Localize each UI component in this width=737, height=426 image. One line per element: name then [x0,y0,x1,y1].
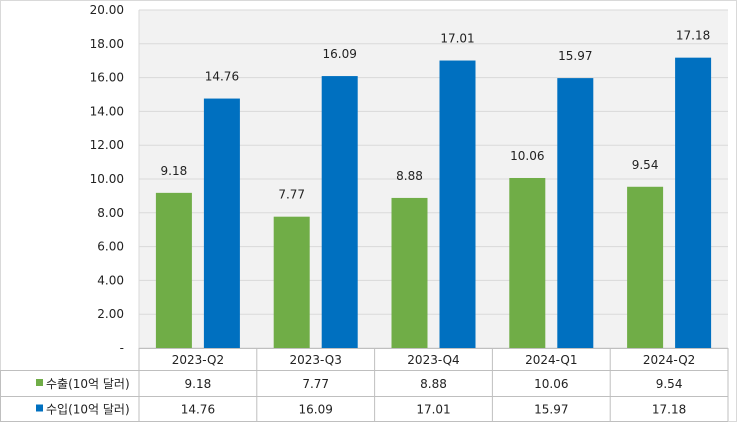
table-cell-value: 10.06 [534,377,568,391]
table-cell-value: 9.18 [185,377,212,391]
data-label: 16.09 [323,47,357,61]
y-tick-label: 10.00 [90,172,124,186]
bars [155,57,712,349]
category-label: 2023-Q4 [407,353,459,367]
bar [557,78,594,349]
bar [439,60,476,348]
y-tick-label: 16.00 [90,71,124,85]
bar [509,177,546,348]
y-tick-label: 4.00 [97,273,124,287]
y-tick-label: 2.00 [97,307,124,321]
table-cell-value: 17.18 [652,403,686,417]
y-tick-label: 20.00 [90,3,124,17]
legend-label: 수입(10억 달러) [46,403,130,417]
data-label: 9.54 [632,158,659,172]
data-label: 17.01 [440,32,474,46]
table-cell-value: 9.54 [656,377,683,391]
bar [203,98,240,348]
y-tick-label: 12.00 [90,138,124,152]
table-cell-value: 16.09 [299,403,333,417]
legend-swatch [36,404,43,412]
category-label: 2023-Q3 [290,353,342,367]
bar [675,57,712,349]
y-tick-label: 6.00 [97,240,124,254]
legend-label: 수출(10억 달러) [46,377,130,391]
y-axis-tick-labels: - 2.00 4.00 6.00 8.00 10.00 12.00 14.00 16.00 18.… [90,3,124,355]
y-tick-label: 18.00 [90,37,124,51]
table-cell-value: 14.76 [181,403,215,417]
data-label: 14.76 [205,70,239,84]
y-tick-label: - [120,341,124,355]
category-label: 2023-Q2 [172,353,224,367]
y-tick-label: 8.00 [97,206,124,220]
y-tick-label: 14.00 [90,104,124,118]
data-label: 17.18 [676,29,710,43]
data-label: 15.97 [558,49,592,63]
category-label: 2024-Q1 [525,353,577,367]
data-label: 7.77 [278,188,305,202]
data-label: 10.06 [510,149,544,163]
data-label: 9.18 [161,164,188,178]
table-cell-value: 8.88 [420,377,447,391]
bar [391,197,428,348]
category-label: 2024-Q2 [643,353,695,367]
table-cell-value: 17.01 [416,403,450,417]
data-labels: 9.18 7.77 8.88 10.06 9.54 14.76 16.09 17.01 15.9… [161,29,711,202]
data-table: 2023-Q2 2023-Q3 2023-Q4 2024-Q1 2024-Q2 수출(10… [0,348,729,422]
bar [627,186,664,348]
table-cell-value: 7.77 [302,377,329,391]
bar [155,192,192,348]
data-label: 8.88 [396,169,423,183]
bar [321,76,358,348]
legend-swatch [36,379,43,386]
bar [273,216,310,348]
table-cell-value: 15.97 [534,403,568,417]
